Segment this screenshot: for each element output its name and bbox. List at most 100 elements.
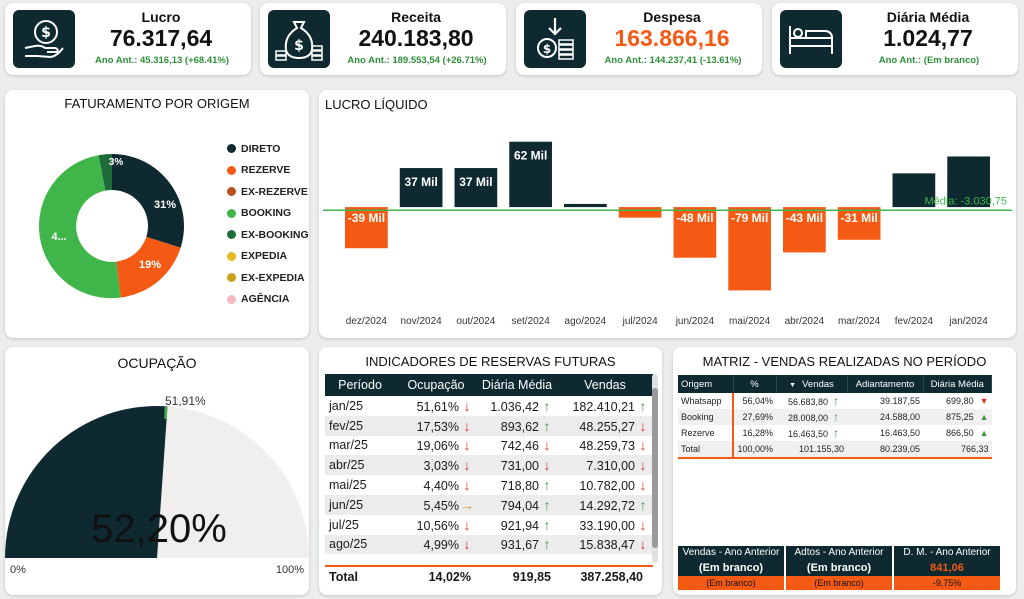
col-pct[interactable]: % (733, 375, 777, 393)
cell-vendas: 10.782,00 (579, 479, 635, 494)
arrow-up-icon: ↑ (543, 536, 551, 553)
col-diaria-media[interactable]: Diária Média (477, 374, 557, 396)
arrow-down-icon: ↓ (543, 437, 551, 454)
table-row[interactable]: jul/25 10,56% ↓ 921,94 ↑ 33.190,00 ↓ (325, 515, 653, 535)
kpi-value: 1.024,77 (883, 25, 973, 51)
legend-item-rezerve[interactable]: REZERVE (227, 160, 309, 182)
arrow-up-icon: ↑ (833, 410, 839, 424)
col-adiantamento[interactable]: Adiantamento (847, 375, 924, 393)
bar-set-2024[interactable] (509, 141, 552, 208)
donut-slice-direto[interactable] (112, 154, 184, 248)
bar-jan-2024[interactable] (947, 156, 990, 208)
cell-pct: 16,28% (742, 428, 773, 438)
total-diaria: 919,85 (512, 570, 551, 584)
table-row[interactable]: jun/25 5,45%→ 794,04 ↑ 14.292,72 ↑ (325, 494, 653, 515)
arrow-down-icon: ↓ (463, 516, 471, 533)
matriz-total-row[interactable]: Total 100,00% 101.155,30 80.239,05 766,33 (678, 441, 992, 457)
table-row[interactable]: abr/25 3,03% ↓ 731,00 ↓ 7.310,00 ↓ (325, 455, 653, 476)
reservas-table-wrap[interactable]: Período Ocupação Diária Média Vendas jan… (325, 374, 653, 563)
bar-jul-2024[interactable] (618, 207, 662, 218)
col-ocupacao[interactable]: Ocupação (395, 374, 477, 396)
x-tick-label: out/2024 (456, 316, 495, 327)
table-row[interactable]: Whatsapp 56,04% 56.683,80 ↑ 39.187,55 699,80 ▼ (678, 393, 992, 409)
gauge-target-label: 51,91% (165, 394, 206, 408)
arrow-down-icon: ↓ (639, 477, 647, 494)
kpi-title: Diária Média (886, 9, 970, 25)
total-ocup: 14,02% (428, 570, 471, 584)
legend-item-ex-booking[interactable]: EX-BOOKING (227, 224, 309, 246)
table-row[interactable]: Booking 27,69% 28.008,00 ↑ 24.588,00 875,25 ▲ (678, 409, 992, 425)
donut-slice-booking[interactable] (38, 155, 121, 299)
arrow-up-icon: ↑ (639, 496, 647, 513)
arrow-up-icon: ↑ (833, 394, 839, 408)
footer-dm-ano-anterior: D. M. - Ano Anterior 841,06 -9,75% (894, 546, 1000, 591)
bar-jun-2024[interactable] (673, 207, 717, 258)
bar-dez-2024[interactable] (345, 207, 388, 249)
bar-nov-2024[interactable] (399, 168, 443, 208)
table-row[interactable]: Rezerve 16,28% 16.463,50 ↑ 16.463,50 866,50 ▲ (678, 425, 992, 441)
bar-out-2024[interactable] (454, 168, 498, 208)
kpi-card-diaria-media: Diária Média 1.024,77 Ano Ant.: (Em bran… (772, 3, 1018, 75)
triangle-down-icon: ▼ (979, 396, 989, 406)
table-row[interactable]: fev/25 17,53% ↓ 893,62 ↑ 48.255,27 ↓ (325, 415, 653, 436)
bar-mai-2024[interactable] (728, 207, 771, 291)
bar-fev-2024[interactable] (892, 173, 936, 208)
arrow-down-icon: ↓ (463, 417, 471, 434)
gauge-value: 52,20% (91, 507, 227, 551)
col-periodo[interactable]: Período (325, 374, 395, 396)
col-vendas[interactable]: Vendas (557, 374, 653, 396)
legend-item-agencia[interactable]: AGÊNCIA (227, 289, 309, 311)
arrow-down-icon: ↓ (463, 457, 471, 474)
cell-diaria: 718,80 (500, 479, 539, 494)
x-tick-label: set/2024 (511, 316, 550, 327)
kpi-title: Despesa (643, 9, 701, 25)
kpi-card-receita: $ Receita 240.183,80 Ano Ant.: 189.553,5… (260, 3, 506, 75)
col-vendas[interactable]: ▼ Vendas (776, 375, 848, 393)
bar-data-label: -48 Mil (676, 211, 713, 225)
legend-item-expedia[interactable]: EXPEDIA (227, 246, 309, 268)
scrollbar-thumb[interactable] (652, 388, 658, 548)
cell-pct: 100,00% (733, 441, 776, 457)
matriz-table-wrap: Origem % ▼ Vendas Adiantamento Diária Méd… (678, 375, 992, 459)
x-tick-label: mai/2024 (729, 316, 771, 327)
bar-mar-2024[interactable] (837, 207, 881, 240)
triangle-up-icon: ▲ (979, 412, 989, 422)
col-origem[interactable]: Origem (678, 375, 734, 393)
donut-label-booking: 4... (51, 231, 66, 243)
bar-abr-2024[interactable] (783, 207, 826, 253)
cell-diaria: 866,50 ▲ (946, 428, 989, 438)
kpi-previous-year: Ano Ant.: 45.316,13 (+68.41%) (94, 55, 230, 66)
table-row[interactable]: mar/25 19,06% ↓ 742,46 ↓ 48.259,73 ↓ (325, 436, 653, 456)
donut-slice-rezerve[interactable] (116, 236, 181, 298)
arrow-up-icon: ↑ (833, 426, 839, 440)
arrow-up-icon: ↑ (543, 417, 551, 434)
x-tick-label: jan/2024 (948, 316, 988, 327)
cell-adiant: 24.588,00 (847, 409, 923, 425)
cell-ocupacao: 19,06% (416, 439, 459, 454)
x-tick-label: ago/2024 (565, 316, 607, 327)
reservas-scrollbar[interactable] (652, 374, 658, 563)
bar-ago-2024[interactable] (564, 203, 607, 208)
col-diaria-media[interactable]: Diária Média (923, 375, 992, 393)
cell-vendas: 28.008,00 ↑ (776, 409, 847, 425)
arrow-down-icon: ↓ (463, 477, 471, 494)
legend-item-ex-expedia[interactable]: EX-EXPEDIA (227, 267, 309, 289)
cell-origem: Rezerve (678, 425, 734, 441)
total-label: Total (329, 570, 358, 584)
cell-periodo: abr/25 (329, 458, 365, 473)
svg-text:$: $ (41, 25, 51, 41)
kpi-card-despesa: $ Despesa 163.866,16 Ano Ant.: 144.237,4… (516, 3, 762, 75)
legend-item-direto[interactable]: DIRETO (227, 138, 309, 160)
cell-origem: Booking (678, 409, 734, 425)
cell-periodo: ago/25 (329, 537, 368, 552)
table-row[interactable]: jan/25 51,61% ↓ 1.036,42 ↑ 182.410,21 ↑ (325, 396, 653, 416)
lucro-liquido-chart: -39 Mil dez/2024 37 Mil nov/2024 37 Mil out/2… (323, 141, 1012, 327)
cell-vendas: 101.155,30 (776, 441, 847, 457)
arrow-down-icon: ↓ (543, 457, 551, 474)
legend-item-ex-rezerve[interactable]: EX-REZERVE (227, 181, 309, 203)
table-row[interactable]: ago/25 4,99% ↓ 931,67 ↑ 15.838,47 ↓ (325, 534, 653, 555)
legend-item-booking[interactable]: BOOKING (227, 203, 309, 225)
table-row[interactable]: mai/25 4,40% ↓ 718,80 ↑ 10.782,00 ↓ (325, 475, 653, 495)
donut-slice-ex-booking[interactable] (98, 153, 112, 191)
cell-diaria: 921,94 (500, 518, 539, 533)
